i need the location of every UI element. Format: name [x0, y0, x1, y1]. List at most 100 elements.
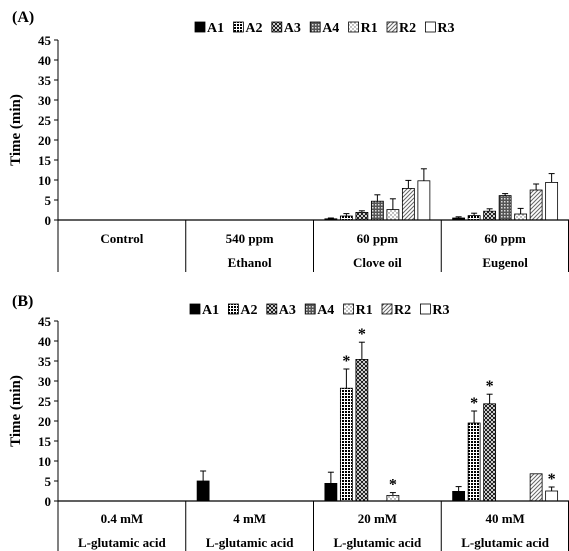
legend-label-r3: R3 [432, 303, 449, 318]
y-tick-label: 20 [38, 133, 51, 148]
legend-label-a3: A3 [284, 21, 301, 36]
bar-a2 [467, 215, 481, 221]
legend-swatch-a4 [304, 303, 316, 315]
bar-r1 [386, 209, 400, 221]
y-tick-label: 30 [38, 374, 51, 389]
legend: A1 A2 A3 A4 R1 R2 R3 [194, 21, 455, 36]
y-tick-label: 30 [38, 93, 51, 108]
category-label: Control [100, 231, 143, 246]
bar-a2 [339, 387, 353, 502]
y-axis-label: Time (min) [8, 375, 24, 447]
bar-a3 [355, 358, 369, 502]
bar-a1 [452, 490, 466, 502]
legend-swatch-a1 [194, 21, 206, 33]
bar-a1 [324, 482, 338, 502]
legend-swatch-a3 [266, 303, 278, 315]
significance-star: * [389, 477, 397, 494]
y-tick-label: 25 [38, 113, 52, 128]
legend-label-a4: A4 [317, 303, 334, 318]
category-label: 4 mM [233, 511, 266, 526]
legend-label-r2: R2 [394, 303, 411, 318]
legend: A1 A2 A3 A4 R1 R2 R3 [189, 303, 450, 318]
y-axis: 0 5 10 15 20 25 30 35 40 45 [38, 33, 58, 228]
legend-label-r3: R3 [437, 21, 454, 36]
y-tick-label: 45 [38, 33, 52, 48]
category-sublabel: Clove oil [353, 255, 402, 270]
bar-r3 [417, 180, 431, 221]
y-tick-label: 0 [45, 213, 52, 228]
bar-r1 [386, 494, 400, 502]
legend-swatch-r2 [381, 303, 393, 315]
bar-a3 [355, 211, 369, 221]
legend-label-a2: A2 [240, 303, 257, 318]
bar-a4 [498, 195, 512, 221]
y-tick-label: 10 [38, 173, 51, 188]
significance-star: * [470, 395, 478, 412]
bar-r2 [401, 187, 415, 221]
bar-a4 [370, 200, 384, 221]
bars: * * * * * * [196, 326, 559, 502]
category-sublabel: L-glutamic acid [461, 535, 550, 550]
panel-label: (B) [12, 293, 33, 310]
y-axis: 0 5 10 15 20 25 30 35 40 45 [38, 314, 58, 509]
category-sublabel: L-glutamic acid [334, 535, 423, 550]
category-label: 540 ppm [226, 231, 274, 246]
bar-a2 [467, 422, 481, 502]
y-tick-label: 20 [38, 414, 51, 429]
bar-r1 [514, 213, 528, 221]
y-tick-label: 5 [45, 193, 52, 208]
bar-a3 [483, 210, 497, 221]
bar-a1 [196, 480, 210, 502]
y-tick-label: 15 [38, 434, 52, 449]
legend-swatch-r2 [386, 21, 398, 33]
legend-label-a1: A1 [202, 303, 219, 318]
legend-swatch-a4 [309, 21, 321, 33]
y-tick-label: 35 [38, 73, 52, 88]
legend-label-a4: A4 [322, 21, 339, 36]
legend-swatch-a2 [232, 21, 244, 33]
legend-swatch-a1 [189, 303, 201, 315]
y-tick-label: 0 [45, 494, 52, 509]
category-label: 20 mM [358, 511, 397, 526]
y-tick-label: 40 [38, 334, 51, 349]
legend-swatch-a2 [227, 303, 239, 315]
y-tick-label: 10 [38, 454, 51, 469]
category-sublabel: L-glutamic acid [78, 535, 167, 550]
legend-swatch-r3 [424, 21, 436, 33]
y-tick-label: 15 [38, 153, 52, 168]
bars [324, 168, 559, 221]
category-label: 40 mM [485, 511, 524, 526]
panel-a: (A) Time (min) 0 5 10 15 20 25 30 35 40 45 Contro… [8, 9, 569, 272]
y-tick-label: 45 [38, 314, 52, 329]
bar-r3 [545, 490, 559, 502]
legend-swatch-r3 [419, 303, 431, 315]
y-tick-label: 5 [45, 474, 52, 489]
bar-r2 [529, 189, 543, 221]
category-label: 60 ppm [357, 231, 399, 246]
significance-star: * [548, 471, 556, 488]
bar-r3 [545, 181, 559, 221]
legend-label-a2: A2 [245, 21, 262, 36]
category-label: 0.4 mM [101, 511, 144, 526]
y-tick-label: 25 [38, 394, 52, 409]
y-axis-label: Time (min) [8, 94, 24, 166]
y-tick-label: 35 [38, 354, 52, 369]
legend-label-a1: A1 [207, 21, 224, 36]
significance-star: * [486, 378, 494, 395]
category-label: 60 ppm [484, 231, 526, 246]
legend-swatch-r1 [343, 303, 355, 315]
significance-star: * [358, 326, 366, 343]
categories: 0.4 mM L-glutamic acid 4 mM L-glutamic acid… [78, 511, 550, 550]
legend-label-a3: A3 [279, 303, 296, 318]
category-sublabel: Eugenol [482, 255, 528, 270]
category-sublabel: L-glutamic acid [206, 535, 295, 550]
y-tick-label: 40 [38, 53, 51, 68]
bar-r2 [529, 473, 543, 502]
axes [57, 40, 569, 272]
panel-label: (A) [12, 9, 34, 26]
bar-a3 [483, 403, 497, 502]
significance-star: * [342, 353, 350, 370]
legend-label-r1: R1 [356, 303, 373, 318]
